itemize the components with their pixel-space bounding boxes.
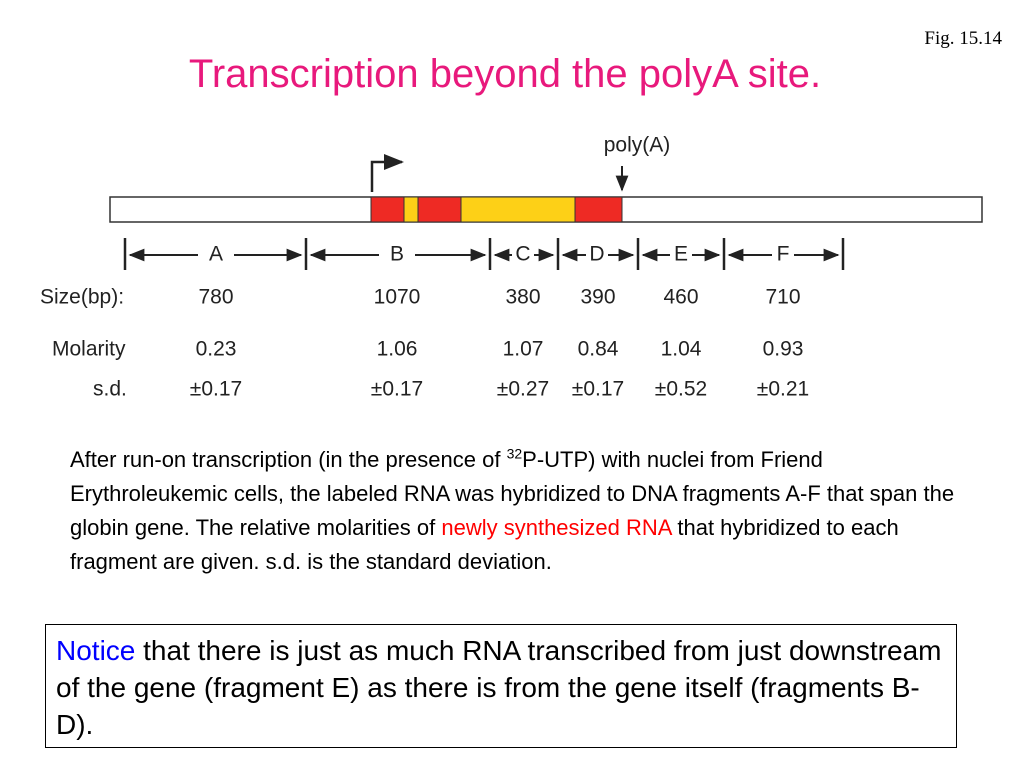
fragment-label: A: [209, 243, 223, 266]
gene-diagram: poly(A) A B C D E F Size(bp): 780 1070 380 390 460 7…: [40, 134, 983, 401]
exon: [574, 196, 623, 223]
fragment-label: D: [589, 243, 604, 266]
row-label: s.d.: [93, 378, 127, 401]
superscript: 32: [506, 445, 523, 462]
table-cell: 460: [663, 286, 698, 309]
table-cell: 1.06: [377, 338, 418, 361]
table-cell: ±0.27: [497, 378, 549, 401]
table-cell: 0.84: [578, 338, 619, 361]
table-cell: 1.07: [503, 338, 544, 361]
fragment-label: E: [674, 243, 688, 266]
text: P-UTP) with nuclei from Friend Erythrole…: [70, 447, 955, 540]
intron: [460, 196, 576, 223]
highlight: newly synthesized RNA: [441, 515, 672, 540]
promoter-arrow: [370, 154, 404, 192]
intron: [403, 196, 419, 223]
notice-highlight: Notice: [56, 635, 136, 666]
fragment-label: C: [515, 243, 530, 266]
table-cell: 1.04: [661, 338, 702, 361]
table-cell: ±0.52: [655, 378, 707, 401]
row-label: Size(bp):: [40, 286, 124, 309]
table-cell: 0.93: [763, 338, 804, 361]
row-label: Molarity: [52, 338, 126, 361]
exon: [370, 196, 405, 223]
text: that hybridized to each fragment are giv…: [70, 515, 899, 574]
notice-text: that there is just as much RNA transcrib…: [56, 635, 942, 740]
table-cell: ±0.17: [371, 378, 423, 401]
fragment-label: B: [390, 243, 404, 266]
polya-label: poly(A): [604, 134, 671, 157]
text: After run-on transcription (in the prese…: [70, 447, 507, 472]
notice-box: Notice that there is just as much RNA tr…: [45, 624, 957, 748]
table-cell: ±0.17: [190, 378, 242, 401]
exon: [417, 196, 462, 223]
table-cell: 710: [765, 286, 800, 309]
table-cell: 1070: [374, 286, 421, 309]
description: After run-on transcription (in the prese…: [70, 443, 970, 579]
table-cell: ±0.21: [757, 378, 809, 401]
slide-title: Transcription beyond the polyA site.: [188, 52, 822, 96]
table-cell: 780: [198, 286, 233, 309]
table-cell: 380: [505, 286, 540, 309]
table-cell: 390: [580, 286, 615, 309]
fragment-label: F: [777, 243, 790, 266]
figure-label: Fig. 15.14: [924, 28, 1002, 49]
table-cell: ±0.17: [572, 378, 624, 401]
table-cell: 0.23: [196, 338, 237, 361]
